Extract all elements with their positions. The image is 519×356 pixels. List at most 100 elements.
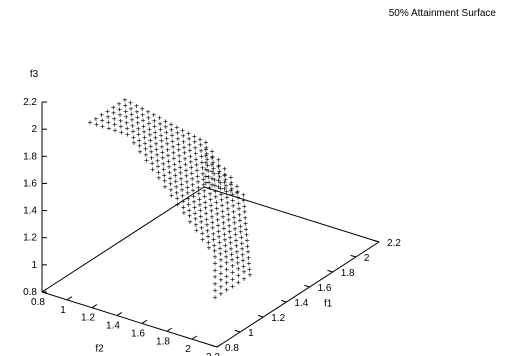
- surface-point: +: [184, 172, 189, 181]
- surface-point: +: [188, 158, 193, 167]
- surface-point: +: [247, 265, 252, 274]
- surface-point: +: [123, 107, 128, 116]
- surface-point: +: [224, 258, 229, 267]
- surface-point: +: [143, 145, 148, 154]
- surface-point: +: [171, 143, 176, 152]
- surface-point: +: [228, 239, 233, 248]
- surface-point: +: [203, 198, 208, 207]
- surface-point: +: [240, 250, 245, 259]
- surface-point: +: [236, 271, 241, 280]
- f2-tick-mark: [216, 343, 223, 348]
- surface-point: +: [236, 193, 241, 202]
- surface-point: +: [189, 169, 194, 178]
- surface-point: +: [117, 99, 122, 108]
- surface-point: +: [222, 230, 227, 239]
- surface-point: +: [147, 125, 152, 134]
- f1-tick-mark: [257, 314, 264, 318]
- surface-point: +: [131, 133, 136, 142]
- surface-point: +: [233, 230, 238, 239]
- surface-point: +: [210, 174, 215, 183]
- surface-point: +: [221, 224, 226, 233]
- surface-point: +: [162, 171, 167, 180]
- surface-point: +: [226, 210, 231, 219]
- surface-point: +: [203, 165, 208, 174]
- surface-point: +: [217, 167, 222, 176]
- surface-point: +: [236, 278, 241, 287]
- surface-point: +: [211, 164, 216, 173]
- surface-point: +: [218, 250, 223, 259]
- surface-point: +: [181, 203, 186, 212]
- surface-point: +: [231, 202, 236, 211]
- f3-ticks: 0.8 1 1.2 1.4 1.6 1.8 2 2.2: [23, 97, 47, 298]
- surface-point: +: [176, 146, 181, 155]
- surface-point: +: [216, 227, 221, 236]
- surface-point: +: [155, 151, 160, 160]
- surface-point: +: [222, 171, 227, 180]
- surface-point: +: [159, 131, 164, 140]
- surface-point: +: [224, 187, 229, 196]
- f1-tick-mark: [281, 299, 287, 303]
- surface-point: +: [190, 180, 195, 189]
- surface-point: +: [192, 132, 197, 141]
- surface-point: +: [192, 138, 197, 147]
- surface-point: +: [160, 154, 165, 163]
- surface-point: +: [209, 207, 214, 216]
- surface-point: +: [224, 279, 229, 288]
- surface-point: +: [140, 105, 145, 114]
- f2-tick-mark: [41, 288, 48, 293]
- legend-label: 50% Attainment Surface: [389, 8, 497, 19]
- surface-point: +: [122, 96, 127, 105]
- surface-point: +: [222, 185, 227, 194]
- f3-tick-label: 1.4: [23, 206, 37, 217]
- surface-point: +: [210, 147, 215, 156]
- surface-point: +: [135, 113, 140, 122]
- surface-point: +: [230, 261, 235, 270]
- surface-point: +: [203, 152, 208, 161]
- surface-point: +: [125, 130, 130, 139]
- surface-point: +: [157, 114, 162, 123]
- surface-point: +: [159, 142, 164, 151]
- surface-point: +: [235, 259, 240, 268]
- f2-tick-mark: [91, 304, 98, 309]
- surface-point: +: [218, 255, 223, 264]
- surface-point: +: [198, 212, 203, 221]
- surface-point: +: [241, 256, 246, 265]
- surface-point: +: [187, 135, 192, 144]
- surface-point: +: [218, 262, 223, 271]
- f1-tick-label: 1: [248, 328, 254, 339]
- f2-axis-title: f2: [95, 344, 104, 355]
- f2-axis-line: [41, 291, 218, 348]
- surface-point: +: [118, 111, 123, 120]
- surface-point: +: [142, 133, 147, 142]
- surface-point: +: [185, 183, 190, 192]
- surface-point: +: [195, 166, 200, 175]
- surface-point: +: [219, 190, 224, 199]
- surface-point: +: [191, 192, 196, 201]
- surface-point: +: [196, 189, 201, 198]
- surface-point: +: [186, 200, 191, 209]
- f2-tick-label: 2.2: [206, 352, 220, 356]
- surface-point: +: [179, 180, 184, 189]
- surface-point: +: [158, 125, 163, 134]
- surface-point: +: [197, 195, 202, 204]
- surface-point: +: [218, 289, 223, 298]
- surface-point: +: [189, 163, 194, 172]
- surface-point: +: [193, 143, 198, 152]
- surface-point: +: [175, 194, 180, 203]
- surface-point: +: [238, 228, 243, 237]
- f3-tick-label: 0.8: [23, 287, 37, 298]
- surface-point: +: [229, 250, 234, 259]
- surface-point: +: [205, 155, 210, 164]
- surface-point: +: [218, 276, 223, 285]
- surface-point: +: [229, 244, 234, 253]
- surface-point: +: [141, 122, 146, 131]
- surface-point: +: [246, 253, 251, 262]
- surface-point: +: [181, 209, 186, 218]
- surface-point: +: [152, 116, 157, 125]
- surface-point: +: [230, 282, 235, 291]
- f1-tick-label: 1.2: [271, 313, 285, 324]
- surface-point: +: [174, 183, 179, 192]
- back-floor-edge-f1: [41, 186, 205, 293]
- surface-point: +: [210, 160, 215, 169]
- f1-tick-label: 1.8: [341, 268, 355, 279]
